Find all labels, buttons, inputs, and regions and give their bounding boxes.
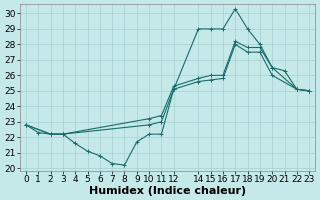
X-axis label: Humidex (Indice chaleur): Humidex (Indice chaleur) [89, 186, 246, 196]
